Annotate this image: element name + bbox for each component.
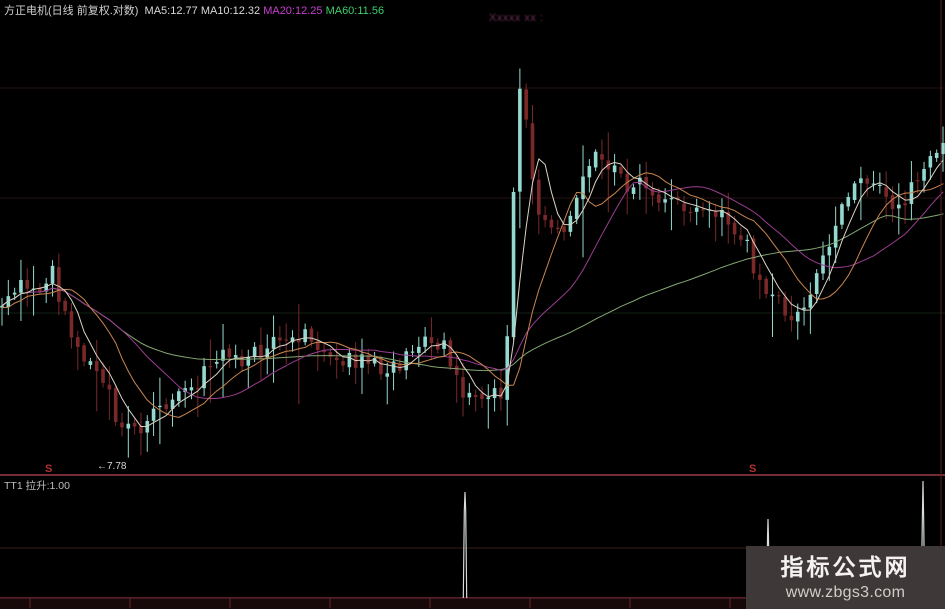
svg-text:S: S	[45, 463, 52, 475]
svg-text:S: S	[749, 463, 756, 475]
svg-text:←7.78: ←7.78	[97, 461, 127, 472]
